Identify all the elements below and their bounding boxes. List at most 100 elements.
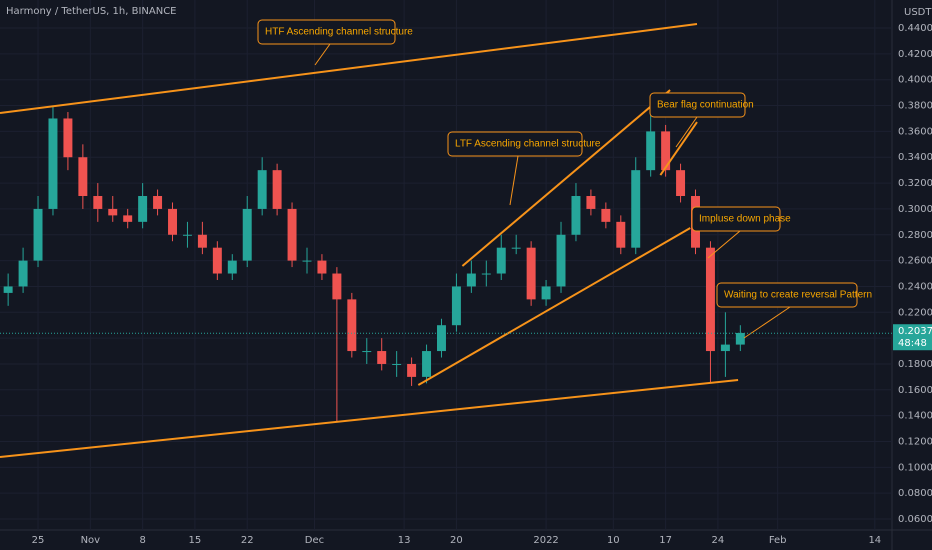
candle-body	[138, 196, 148, 222]
candle-body	[108, 208, 118, 216]
annotation: HTF Ascending channel structure	[265, 27, 413, 38]
candle-body	[526, 247, 536, 300]
candle-body	[377, 351, 387, 364]
candle-body	[242, 208, 252, 261]
candle-body	[123, 215, 133, 222]
candle-body	[571, 196, 581, 235]
chart-title: Harmony / TetherUS, 1h, BINANCE	[6, 6, 177, 17]
candle-body	[735, 332, 745, 345]
x-tick-label: 13	[398, 535, 411, 546]
current-price-tag	[893, 324, 932, 351]
trend-line	[461, 89, 671, 267]
trend-line	[659, 121, 698, 176]
callout-pointer	[707, 230, 741, 259]
candle-body	[48, 118, 58, 209]
candle-body	[302, 260, 312, 262]
candle-body	[287, 208, 297, 261]
candle-body	[676, 170, 686, 197]
candle-body	[481, 273, 491, 275]
x-tick-label: 8	[139, 535, 145, 546]
x-tick-label: 20	[450, 535, 463, 546]
candle-body	[511, 247, 521, 249]
callout-box	[447, 131, 583, 157]
candle-body	[18, 260, 28, 287]
x-tick-label: 24	[712, 535, 725, 546]
callout-box	[649, 92, 746, 118]
candle-body	[646, 131, 656, 171]
candle-body	[661, 131, 671, 171]
candle-body	[556, 234, 566, 287]
candle-body	[631, 170, 641, 248]
candle-body	[451, 286, 461, 326]
trend-line	[417, 227, 691, 386]
x-tick-label: 10	[607, 535, 620, 546]
callout-pointer	[314, 43, 331, 66]
candle-body	[168, 208, 177, 235]
candle-body	[3, 286, 13, 293]
candle-body	[720, 344, 730, 352]
x-tick-label: 17	[659, 535, 672, 546]
candle-body	[616, 221, 626, 248]
candle-body	[601, 208, 611, 222]
candle-body	[496, 247, 506, 274]
candle-body	[33, 208, 43, 261]
candle-body	[153, 196, 163, 209]
candle-body	[227, 260, 237, 274]
x-tick-label: 25	[32, 535, 45, 546]
annotation: Impluse down phase	[699, 214, 791, 225]
candle-body	[257, 170, 267, 209]
callout-pointer	[509, 155, 519, 206]
candle-body	[78, 157, 88, 197]
candle-body	[362, 351, 372, 353]
candle-body	[392, 363, 402, 365]
candle-body	[332, 273, 342, 300]
y-axis-label: USDT	[904, 7, 932, 18]
candle-body	[407, 363, 417, 377]
countdown: 48:48	[898, 338, 927, 349]
annotation: Bear flag continuation	[657, 100, 754, 111]
annotation: Waiting to create reversal Pattern	[724, 290, 872, 301]
y-tick-label: 0.44000	[898, 23, 932, 34]
trend-line	[0, 378, 739, 458]
candle-body	[586, 196, 596, 209]
candle-body	[466, 273, 476, 287]
callout-pointer	[743, 306, 791, 339]
callout-box	[257, 19, 396, 45]
candle-body	[93, 196, 103, 209]
candle-body	[436, 325, 446, 352]
x-tick-label: 14	[868, 535, 881, 546]
callout-box	[716, 282, 858, 308]
trend-line	[0, 23, 698, 115]
x-tick-label: 22	[241, 535, 254, 546]
callout-box	[691, 206, 781, 232]
current-price-label: 0.20379	[898, 326, 932, 337]
candle-body	[272, 170, 282, 209]
candle-body	[182, 234, 192, 236]
x-tick-label: Nov	[81, 535, 101, 546]
candle-body	[422, 351, 432, 377]
candle-body	[63, 118, 73, 158]
candle-body	[197, 234, 207, 248]
x-tick-label: 2022	[533, 535, 558, 546]
x-tick-label: Feb	[769, 535, 787, 546]
callout-pointer	[675, 116, 698, 148]
